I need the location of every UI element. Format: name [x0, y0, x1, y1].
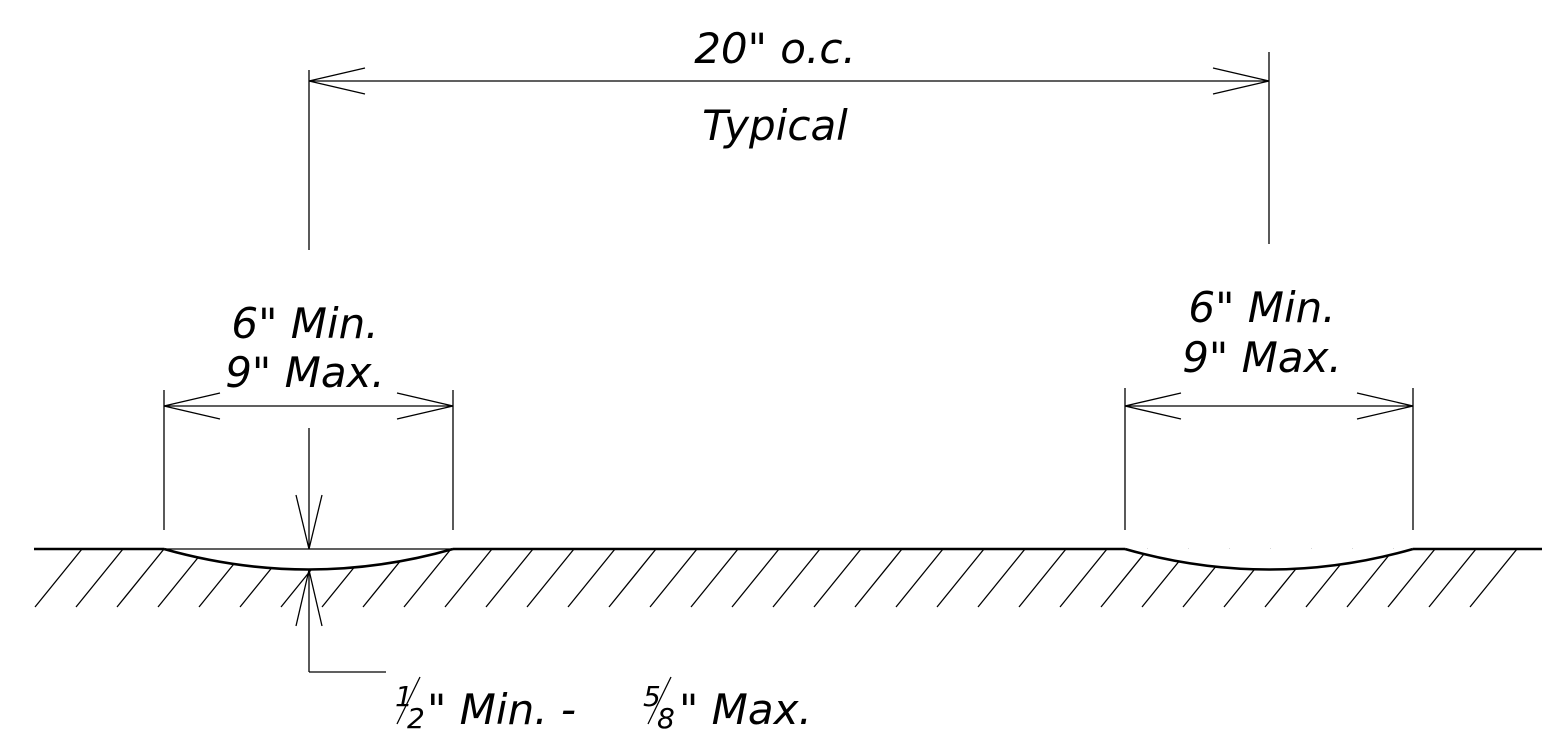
hatch-line [1100, 548, 1149, 608]
hatch-line [977, 548, 1026, 608]
depth-max-fraction-bar [647, 676, 672, 725]
hatch-line [1469, 548, 1518, 608]
hatch-line [854, 548, 903, 608]
spacing-value-label: 20" o.c. [694, 24, 856, 73]
left-width-max-label: 9" Max. [225, 348, 385, 397]
right-width-arrowhead-left [1124, 392, 1182, 420]
right-width-min-label: 6" Min. [1188, 283, 1335, 332]
hatch-line [567, 548, 616, 608]
depth-arrowhead-bottom [295, 569, 323, 627]
hatch-line [731, 548, 780, 608]
spacing-arrowhead-left [308, 67, 366, 95]
depth-arrowhead-top [295, 494, 323, 550]
hatch-line [690, 548, 739, 608]
depth-dimension: 1 2 " Min. - 5 8 " Max. [295, 428, 812, 735]
hatch-line [75, 548, 124, 608]
hatch-line [1059, 548, 1108, 608]
hatch-line [1018, 548, 1067, 608]
depth-label: 1 [395, 680, 413, 713]
hatch-line [444, 548, 493, 608]
right-width-dimension: 6" Min. 9" Max. [1124, 283, 1414, 530]
depth-min-numerator: 1 [395, 680, 413, 713]
right-rumble-groove [1124, 547, 1414, 571]
hatch-line [772, 548, 821, 608]
hatch-line [403, 548, 452, 608]
depth-max-suffix: " Max. [679, 685, 812, 734]
hatch-line [895, 548, 944, 608]
depth-min-suffix: " Min. - [427, 685, 576, 734]
depth-min-fraction-bar [396, 676, 421, 725]
left-rumble-groove [163, 547, 454, 571]
depth-max-denominator: 8 [657, 702, 675, 735]
hatch-line [34, 548, 83, 608]
left-width-min-label: 6" Min. [231, 299, 378, 348]
hatch-line [526, 548, 575, 608]
spacing-dimension: 20" o.c. Typical [308, 24, 1270, 250]
right-width-max-label: 9" Max. [1182, 333, 1342, 382]
hatch-line [116, 548, 165, 608]
left-width-arrowhead-left [163, 392, 221, 420]
hatch-line [1387, 548, 1436, 608]
left-width-dimension: 6" Min. 9" Max. [163, 299, 454, 530]
hatch-line [485, 548, 534, 608]
hatch-line [157, 548, 206, 608]
left-width-arrowhead-right [396, 392, 454, 420]
spacing-note-label: Typical [702, 101, 848, 150]
depth-min-denominator: 2 [407, 702, 425, 735]
hatch-line [649, 548, 698, 608]
spacing-arrowhead-right [1212, 67, 1270, 95]
ground-hatching [34, 548, 1518, 608]
hatch-line [813, 548, 862, 608]
hatch-line [1346, 548, 1395, 608]
hatch-line [1428, 548, 1477, 608]
hatch-line [608, 548, 657, 608]
depth-max-numerator: 5 [643, 680, 661, 713]
ground-surface [34, 547, 1542, 608]
right-width-arrowhead-right [1356, 392, 1414, 420]
hatch-line [936, 548, 985, 608]
